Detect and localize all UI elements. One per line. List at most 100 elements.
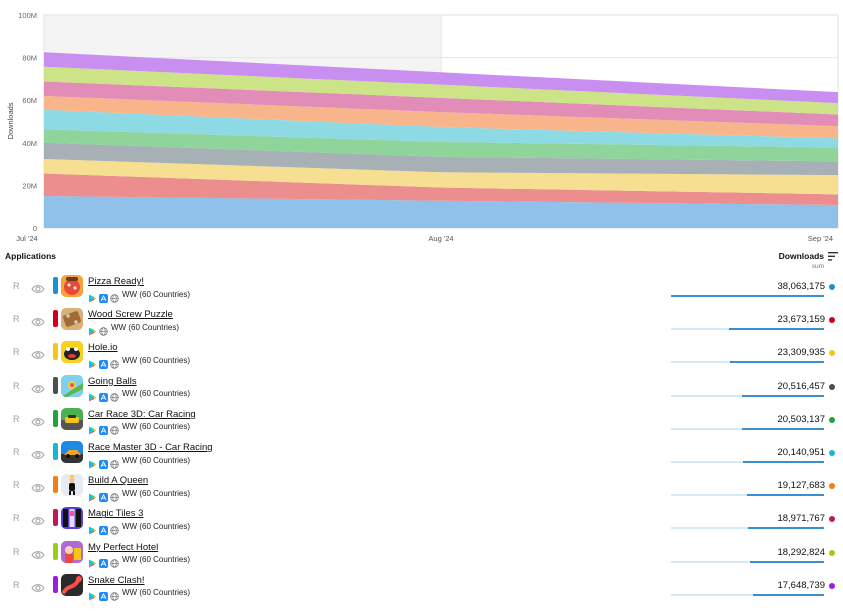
- area-series[interactable]: [44, 173, 838, 205]
- value-bar-fill: [671, 295, 824, 297]
- x-tick-label: Sep '24: [808, 234, 833, 243]
- google-play-icon: [88, 456, 97, 468]
- downloads-value: 20,140,951: [777, 447, 825, 458]
- globe-icon: [110, 456, 119, 469]
- downloads-value: 23,673,159: [777, 314, 825, 326]
- region-label: WW (60 Countries): [122, 455, 191, 465]
- app-row[interactable]: R Snake Clash! WW (60 Countries) 17,648,739: [0, 570, 843, 603]
- area-series[interactable]: [44, 142, 838, 176]
- value-bar-fill: [747, 527, 824, 530]
- app-name-link[interactable]: Car Race 3D: Car Racing: [88, 408, 196, 420]
- globe-icon: [110, 489, 119, 502]
- region-label: WW (60 Countries): [122, 521, 191, 531]
- rank-label: R: [13, 513, 20, 524]
- eye-icon[interactable]: [31, 580, 45, 592]
- app-name-link[interactable]: Wood Screw Puzzle: [88, 309, 173, 321]
- pizza-icon[interactable]: [61, 275, 83, 297]
- app-name-link[interactable]: Build A Queen: [88, 475, 149, 487]
- eye-icon[interactable]: [31, 381, 45, 393]
- area-series[interactable]: [44, 196, 838, 228]
- area-series[interactable]: [44, 95, 838, 139]
- app-row[interactable]: R Magic Tiles 3 WW (60 Countries) 18,971,76…: [0, 503, 843, 536]
- series-color-bar: [53, 310, 58, 328]
- hotel-icon[interactable]: [61, 540, 83, 563]
- applications-header: Applications: [5, 251, 57, 261]
- app-name-link[interactable]: Race Master 3D - Car Racing: [88, 442, 213, 453]
- series-color-bar: [53, 542, 58, 560]
- value-bar-track: [671, 394, 824, 397]
- eye-icon[interactable]: [31, 480, 45, 493]
- google-play-icon: [88, 323, 97, 336]
- piano-tiles-icon[interactable]: [61, 507, 83, 530]
- rank-label: R: [13, 281, 20, 291]
- area-series[interactable]: [44, 109, 838, 148]
- eye-icon[interactable]: [31, 447, 45, 459]
- area-series[interactable]: [44, 52, 838, 104]
- y-tick-label: 100M: [18, 11, 37, 20]
- app-store-icon: [99, 489, 108, 502]
- app-row[interactable]: R My Perfect Hotel WW (60 Countries) 18,292…: [0, 537, 843, 570]
- app-row[interactable]: R Wood Screw Puzzle WW (60 Countries) 23,67…: [0, 304, 843, 337]
- series-color-bar: [53, 409, 58, 427]
- eye-icon[interactable]: [31, 513, 45, 526]
- value-bar-track: [671, 427, 824, 430]
- app-store-icon: [99, 555, 108, 569]
- series-color-dot: [829, 416, 835, 423]
- series-color-dot: [829, 483, 835, 490]
- y-tick-label: 20M: [22, 181, 37, 190]
- google-play-icon: [88, 356, 97, 369]
- app-name-link[interactable]: Magic Tiles 3: [88, 508, 144, 520]
- globe-icon: [99, 323, 108, 336]
- eye-icon[interactable]: [31, 347, 45, 360]
- series-color-bar: [53, 277, 58, 294]
- app-name-link[interactable]: Pizza Ready!: [88, 276, 144, 287]
- series-color-bar: [53, 376, 58, 394]
- downloads-sort-header[interactable]: Downloads: [778, 251, 824, 261]
- value-bar-fill: [750, 560, 824, 563]
- series-color-dot: [829, 383, 835, 390]
- app-row[interactable]: R Car Race 3D: Car Racing WW (60 Countries…: [0, 404, 843, 437]
- snake-icon[interactable]: [61, 573, 83, 596]
- series-color-bar: [53, 509, 58, 527]
- value-bar-fill: [747, 494, 824, 497]
- app-row[interactable]: R Pizza Ready! WW (60 Countries) 38,063,175: [0, 271, 843, 304]
- platform-info: WW (60 Countries): [88, 488, 190, 502]
- app-name-link[interactable]: Hole.io: [88, 342, 118, 354]
- eye-icon[interactable]: [31, 414, 45, 426]
- app-name-link[interactable]: Going Balls: [88, 375, 137, 387]
- value-bar-fill: [728, 328, 824, 331]
- eye-icon[interactable]: [31, 547, 45, 559]
- series-color-dot: [829, 582, 835, 589]
- hole-face-icon[interactable]: [61, 341, 83, 364]
- eye-icon[interactable]: [31, 314, 45, 327]
- sort-icon[interactable]: [828, 252, 838, 261]
- series-color-dot: [829, 549, 835, 556]
- value-bar-fill: [753, 593, 824, 596]
- app-name-link[interactable]: My Perfect Hotel: [88, 541, 159, 553]
- area-series[interactable]: [44, 81, 838, 127]
- downloads-value: 23,309,935: [777, 347, 825, 359]
- ball-track-icon[interactable]: [61, 374, 83, 397]
- eye-icon[interactable]: [31, 281, 45, 293]
- area-series[interactable]: [44, 158, 838, 195]
- queen-runner-icon[interactable]: [61, 474, 83, 497]
- app-store-icon: [99, 356, 108, 369]
- y-axis-title: Downloads: [6, 102, 15, 139]
- app-name-link[interactable]: Snake Clash!: [88, 574, 145, 586]
- platform-info: WW (60 Countries): [88, 389, 190, 403]
- platform-info: WW (60 Countries): [88, 422, 190, 436]
- aggregation-label: sum: [811, 263, 824, 270]
- app-row[interactable]: R Hole.io WW (60 Countries) 23,309,935: [0, 337, 843, 370]
- area-series[interactable]: [44, 66, 838, 115]
- race-master-icon[interactable]: [61, 441, 83, 463]
- area-series[interactable]: [44, 129, 838, 162]
- region-label: WW (60 Countries): [122, 588, 191, 598]
- race-car-icon[interactable]: [61, 407, 83, 430]
- app-row[interactable]: R Going Balls WW (60 Countries) 20,516,457: [0, 371, 843, 404]
- screw-board-icon[interactable]: [61, 308, 83, 331]
- rank-label: R: [13, 413, 20, 424]
- app-row[interactable]: R Build A Queen WW (60 Countries) 19,127,68…: [0, 470, 843, 503]
- app-row[interactable]: R Race Master 3D - Car Racing WW (60 Count…: [0, 437, 843, 470]
- value-bar-fill: [741, 427, 824, 430]
- value-bar-track: [671, 560, 824, 563]
